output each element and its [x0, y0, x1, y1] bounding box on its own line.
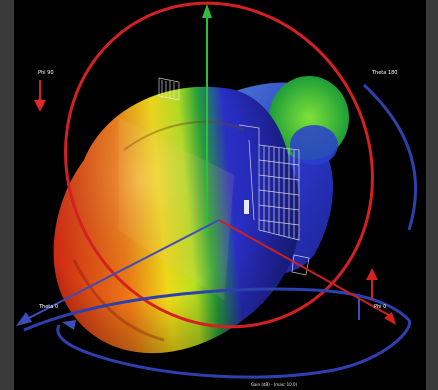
status-caption: Gain (dB) - (max: 10.0)	[250, 382, 298, 387]
reflector-plate	[118, 117, 235, 301]
y-axis-arrow-icon	[62, 320, 76, 330]
phi-0-label: Phi 0	[374, 304, 387, 310]
feed-element	[244, 200, 249, 214]
theta-0-label: Theta 0	[39, 304, 59, 310]
theta-marker-icon	[366, 268, 378, 300]
radiation-pattern-3d	[16, 1, 418, 379]
theta-ring-back	[362, 83, 418, 231]
z-axis-arrow-icon	[202, 4, 212, 18]
antenna-wireframe	[158, 77, 310, 276]
theta-ring-front	[23, 287, 411, 332]
x-axis	[28, 219, 220, 319]
phi-90-label: Phi 90	[38, 70, 54, 76]
x-axis-arrow-icon	[16, 312, 32, 326]
theta-180-label: Theta 180	[372, 70, 398, 76]
phi-marker-icon	[34, 80, 46, 112]
radiation-pattern-viewport[interactable]: Phi 90 Theta 180 Theta 0 Phi 0 Gain (dB)…	[14, 0, 426, 390]
phi-ring	[64, 1, 374, 329]
